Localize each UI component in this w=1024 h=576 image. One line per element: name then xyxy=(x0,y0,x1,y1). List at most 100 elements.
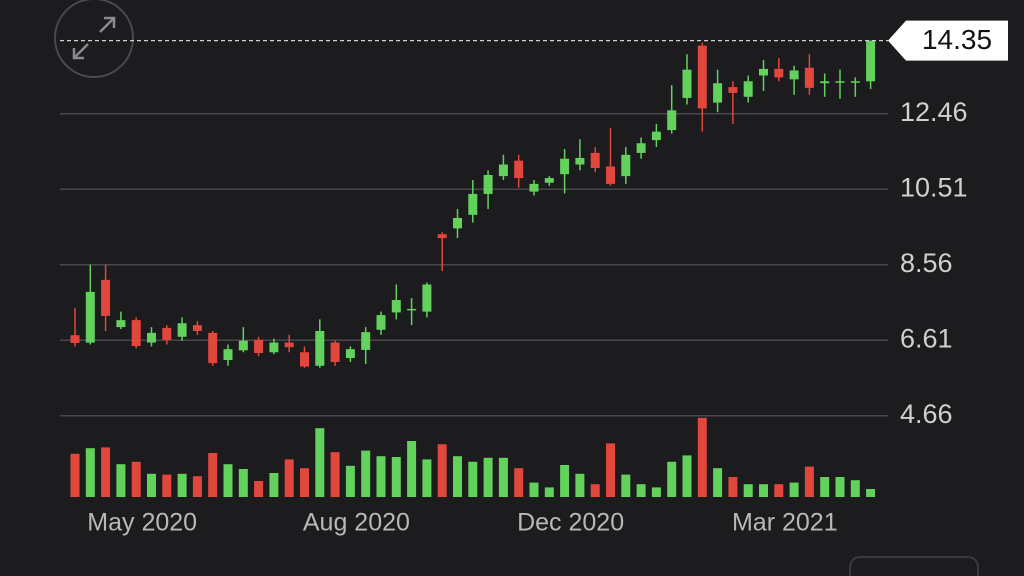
volume-bar xyxy=(391,457,401,497)
candle-body xyxy=(697,45,707,109)
candle-body xyxy=(498,164,508,177)
candle-body xyxy=(422,284,432,312)
volume-bar xyxy=(85,448,95,497)
candle-body xyxy=(254,339,264,354)
last-price-tag xyxy=(888,20,1008,61)
volume-bar xyxy=(560,465,570,497)
candle-body xyxy=(575,157,585,165)
expand-icon xyxy=(72,16,116,60)
y-tick-label: 4.66 xyxy=(900,399,953,429)
volume-bar xyxy=(101,447,111,497)
candle-body xyxy=(590,152,600,168)
candle-body xyxy=(116,320,126,328)
volume-bar xyxy=(483,457,493,497)
candle-body xyxy=(866,40,876,82)
volume-bar xyxy=(835,477,845,497)
volume-bar xyxy=(345,465,355,497)
volume-bar xyxy=(575,473,585,497)
candle-body xyxy=(315,330,325,366)
y-tick-label: 12.46 xyxy=(900,97,968,127)
x-tick-label: May 2020 xyxy=(87,509,197,537)
candle-body xyxy=(284,342,294,348)
candle-body xyxy=(101,279,111,316)
candle-body xyxy=(147,332,156,343)
candle-body xyxy=(713,83,723,103)
candle-body xyxy=(437,234,447,239)
volume-bar xyxy=(162,474,172,497)
x-tick-label: Aug 2020 xyxy=(303,509,410,537)
candle-body xyxy=(269,342,279,353)
volume-bar xyxy=(70,453,80,497)
candle-body xyxy=(621,154,631,177)
volume-bar xyxy=(284,459,294,497)
volume-bar xyxy=(651,487,661,497)
candle-body xyxy=(208,332,218,364)
volume-bar xyxy=(529,482,539,497)
candle-body xyxy=(162,327,172,340)
volume-bar xyxy=(590,484,600,497)
volume-bar xyxy=(437,444,447,497)
volume-bar xyxy=(544,487,554,497)
volume-bar xyxy=(376,456,386,497)
x-tick-label: Dec 2020 xyxy=(517,509,624,537)
volume-bar xyxy=(330,452,340,497)
volume-bar xyxy=(743,484,753,497)
candle-body xyxy=(85,291,95,343)
volume-bar xyxy=(208,453,218,497)
candle-body xyxy=(238,340,248,351)
volume-bar xyxy=(606,443,615,497)
volume-bar xyxy=(177,473,187,497)
candle-body xyxy=(606,166,615,184)
y-tick-label: 6.61 xyxy=(900,323,953,353)
candle-body xyxy=(468,193,478,215)
candle-body xyxy=(560,158,570,175)
volume-bar xyxy=(422,459,432,497)
candle-body xyxy=(636,143,646,153)
volume-bar xyxy=(820,477,830,497)
volume-bar xyxy=(713,468,723,497)
candle-body xyxy=(850,81,860,83)
candle-body xyxy=(192,325,202,331)
candle-body xyxy=(667,110,677,131)
volume-bar xyxy=(131,461,141,497)
volume-bar xyxy=(300,468,309,497)
y-tick-label: 8.56 xyxy=(900,248,953,278)
candle-body xyxy=(774,68,784,78)
volume-bar xyxy=(697,417,707,497)
candle-body xyxy=(544,178,554,183)
candle-body xyxy=(789,70,799,80)
volume-bar xyxy=(223,464,233,497)
volume-bar xyxy=(116,464,126,497)
candle-body xyxy=(514,160,524,179)
volume-bar xyxy=(315,428,325,497)
volume-bar xyxy=(192,476,202,497)
candle-body xyxy=(529,183,539,192)
volume-bar xyxy=(636,484,646,497)
volume-bar xyxy=(667,461,677,497)
y-tick-label: 10.51 xyxy=(900,172,968,202)
volume-bar xyxy=(682,455,692,497)
volume-bar xyxy=(804,466,814,497)
volume-bar xyxy=(514,468,524,497)
range-button[interactable] xyxy=(849,556,979,576)
candle-body xyxy=(483,174,493,194)
candle-body xyxy=(391,300,401,313)
expand-button[interactable] xyxy=(54,0,134,78)
candle-body xyxy=(820,81,830,84)
volume-bar xyxy=(147,473,156,497)
candle-body xyxy=(345,349,355,359)
volume-bar xyxy=(453,456,462,497)
candle-body xyxy=(682,69,692,98)
volume-bar xyxy=(468,461,478,497)
volume-bar xyxy=(850,480,860,497)
x-tick-label: Mar 2021 xyxy=(732,509,838,537)
last-price-label: 14.35 xyxy=(922,24,992,55)
candle-body xyxy=(376,315,386,330)
candle-body xyxy=(330,342,340,362)
candle-body xyxy=(804,67,814,88)
candle-body xyxy=(759,68,768,76)
volume-bar xyxy=(254,481,264,497)
volume-bar xyxy=(774,484,784,497)
volume-bar xyxy=(498,457,508,497)
volume-bar xyxy=(759,484,768,497)
